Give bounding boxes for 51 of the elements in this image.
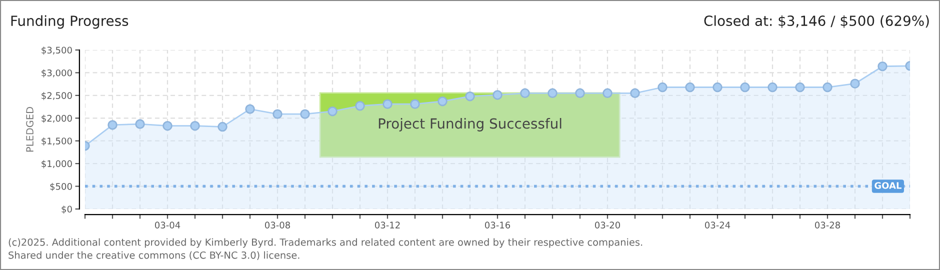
point: [795, 82, 805, 92]
point: [272, 109, 282, 119]
point: [685, 82, 695, 92]
point: [658, 82, 668, 92]
text: (c)2025. Additional content provided by Kimberly Byrd. Trademarks and related content are owned by their respective companies.: [8, 238, 642, 248]
point: [492, 90, 502, 100]
point: [162, 121, 172, 131]
ref-line-label: GOAL: [874, 182, 902, 189]
y-tick-label: $1,500: [42, 137, 72, 146]
point: [822, 82, 832, 92]
x-tick-label: 03-08: [264, 222, 290, 228]
y-tick-label: $0: [62, 206, 72, 214]
x-tick-label: 03-24: [704, 222, 730, 228]
point: [602, 88, 612, 98]
point: [328, 106, 338, 116]
point: [135, 119, 145, 129]
point: [355, 101, 365, 111]
x-tick-label: 03-28: [814, 222, 840, 228]
point: [190, 121, 200, 131]
point: [108, 120, 118, 130]
y-tick-label: $2,000: [42, 114, 72, 123]
x-tick-label: 03-20: [594, 222, 620, 228]
point: [438, 96, 448, 106]
y-axis-title: PLEDGED: [26, 107, 34, 152]
point: [218, 122, 228, 132]
y-tick-label: $3,000: [42, 69, 72, 78]
point: [245, 104, 255, 114]
point: [300, 109, 310, 119]
text: Shared under the creative commons (CC BY-NC 3.0) license.: [8, 251, 300, 260]
point: [382, 99, 392, 109]
point: [575, 88, 585, 98]
y-tick-label: $1,000: [42, 160, 72, 168]
y-tick-label: $3,500: [42, 46, 72, 55]
x-tick-label: 03-12: [374, 222, 400, 228]
x-tick-label: 03-04: [154, 222, 180, 228]
point: [520, 88, 530, 98]
y-tick-label: $2,500: [42, 92, 72, 100]
point: [850, 78, 860, 88]
point: [878, 61, 888, 72]
point: [465, 91, 475, 102]
point: [768, 82, 778, 92]
chart-subtitle: Closed at: $3,146 / $500 (629%): [704, 15, 929, 28]
x-tick-label: 03-16: [484, 222, 510, 228]
point: [630, 88, 640, 98]
point: [712, 82, 722, 92]
chart-title: Funding Progress: [11, 15, 128, 29]
point: [740, 82, 750, 92]
point: [548, 88, 558, 98]
point: [410, 99, 420, 109]
annotation: Project Funding Successful: [378, 118, 562, 132]
y-tick-label: $500: [50, 182, 72, 192]
